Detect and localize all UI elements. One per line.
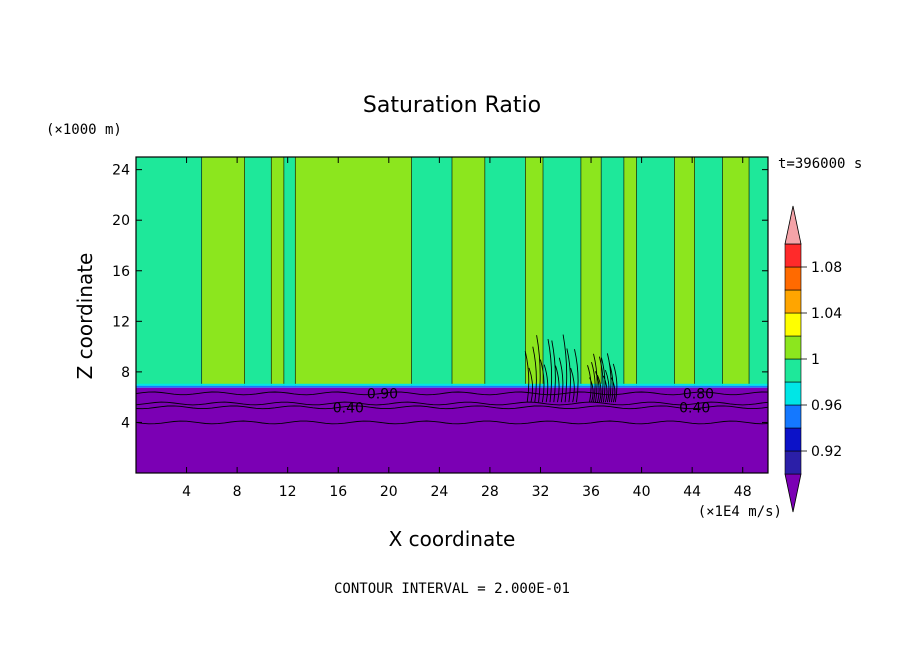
- time-label: t=396000 s: [778, 156, 862, 172]
- contour-line-0: [135, 420, 769, 425]
- plot-area: 0.400.900.400.80: [135, 156, 769, 474]
- colorbar-bin-3: [784, 404, 802, 429]
- x-tick-label-40: 40: [633, 484, 651, 500]
- x-tick-label-44: 44: [683, 484, 701, 500]
- moist-column-13: [623, 157, 638, 386]
- x-tick-label-12: 12: [279, 484, 297, 500]
- colorbar-bin-6: [784, 335, 802, 360]
- moist-column-14: [636, 157, 675, 386]
- moist-column-9: [525, 157, 544, 386]
- x-tick-label-4: 4: [182, 484, 191, 500]
- colorbar-bin-4: [784, 381, 802, 406]
- colorbar-bin-5: [784, 358, 802, 383]
- moist-column-17: [722, 157, 750, 386]
- x-tick-label-24: 24: [430, 484, 448, 500]
- x-tick-label-16: 16: [329, 484, 347, 500]
- contour-label-0: 0.40: [333, 400, 364, 416]
- contour-label-2: 0.40: [679, 400, 710, 416]
- colorbar-bin-11: [784, 205, 802, 245]
- x-tick-label-48: 48: [734, 484, 752, 500]
- x-axis-ticks: 4 8 12 16 20 24 28 32 36 40 44 48: [182, 157, 752, 500]
- x-tick-label-32: 32: [532, 484, 550, 500]
- contour-line-1: [135, 405, 769, 410]
- turbulent-contours-0: [524, 334, 579, 403]
- moist-column-12: [601, 157, 625, 386]
- moist-column-7: [452, 157, 486, 386]
- moist-column-1: [201, 157, 246, 386]
- boundary-band-blue: [136, 385, 768, 388]
- colorbar-label-3: 1.04: [811, 306, 842, 322]
- y-tick-label-16: 16: [112, 264, 130, 280]
- boundary-band-cyan: [136, 383, 768, 386]
- colorbar-label-0: 0.92: [811, 444, 842, 460]
- x-tick-label-20: 20: [380, 484, 398, 500]
- colorbar-bin-1: [784, 450, 802, 475]
- y-tick-label-20: 20: [112, 213, 130, 229]
- y-tick-label-8: 8: [121, 365, 130, 381]
- contour-label-1: 0.90: [367, 386, 398, 402]
- colorbar: 0.92 0.96 1 1.04 1.08: [784, 205, 842, 513]
- dry-layer: [136, 387, 768, 473]
- contour-label-3: 0.80: [683, 386, 714, 402]
- x-axis-title: X coordinate: [389, 527, 516, 551]
- moist-column-5: [295, 157, 413, 386]
- moist-column-15: [674, 157, 696, 386]
- moist-column-10: [543, 157, 582, 386]
- x-tick-label-36: 36: [582, 484, 600, 500]
- colorbar-bin-8: [784, 289, 802, 314]
- x-tick-label-8: 8: [233, 484, 242, 500]
- y-units-label: (×1000 m): [46, 122, 122, 138]
- contour-line-3: [135, 391, 769, 396]
- chart-title: Saturation Ratio: [363, 93, 541, 118]
- x-units-label: (×1E4 m/s): [698, 504, 782, 520]
- colorbar-bin-0: [784, 473, 802, 513]
- turbulent-contours-1: [587, 353, 618, 403]
- y-axis-title: Z coordinate: [73, 253, 97, 380]
- contour-interval-footer: CONTOUR INTERVAL = 2.000E-01: [334, 581, 570, 597]
- colorbar-label-4: 1.08: [811, 260, 842, 276]
- x-tick-label-28: 28: [481, 484, 499, 500]
- y-tick-label-12: 12: [112, 314, 130, 330]
- moist-column-0: [136, 157, 203, 386]
- y-tick-label-4: 4: [121, 415, 130, 431]
- moist-column-4: [283, 157, 296, 386]
- moist-column-3: [271, 157, 285, 386]
- plot-frame: [135, 156, 769, 474]
- moist-column-8: [484, 157, 526, 386]
- colorbar-label-2: 1: [811, 352, 820, 368]
- moist-column-2: [244, 157, 272, 386]
- contour-line-2: [135, 401, 769, 406]
- colorbar-label-1: 0.96: [811, 398, 842, 414]
- moist-column-11: [580, 157, 602, 386]
- colorbar-bin-2: [784, 427, 802, 452]
- y-axis-ticks: 4 8 12 16 20 24: [112, 163, 768, 431]
- colorbar-bin-9: [784, 266, 802, 291]
- colorbar-bin-10: [784, 243, 802, 268]
- y-tick-label-24: 24: [112, 163, 130, 179]
- colorbar-bin-7: [784, 312, 802, 337]
- moist-column-16: [694, 157, 723, 386]
- moist-column-6: [411, 157, 453, 386]
- moist-column-18: [749, 157, 769, 386]
